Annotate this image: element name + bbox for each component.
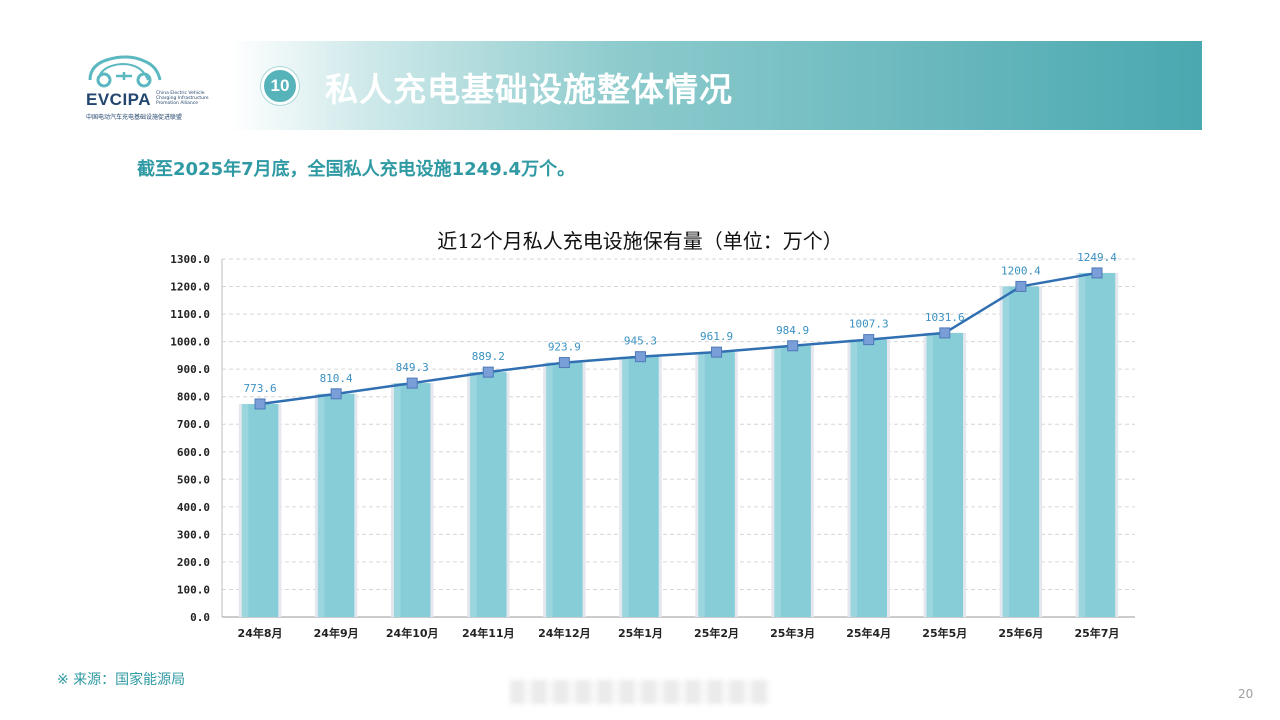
- bar-highlight: [622, 356, 629, 617]
- bar: [1002, 286, 1040, 617]
- data-point: [1015, 280, 1027, 292]
- bar: [850, 339, 887, 617]
- data-point: [1091, 267, 1103, 279]
- x-tick-label: 25年6月: [998, 626, 1043, 640]
- y-tick-label: 400.0: [177, 501, 210, 514]
- data-label: 984.9: [776, 324, 809, 337]
- y-tick-label: 700.0: [177, 418, 210, 431]
- x-tick-label: 25年5月: [922, 626, 967, 640]
- title-banner: [230, 41, 1202, 130]
- y-tick-label: 1300.0: [170, 253, 210, 266]
- data-label: 889.2: [472, 350, 505, 363]
- y-tick-label: 300.0: [177, 528, 210, 541]
- logo-chinese-text: 中国电动汽车充电基础设施促进联盟: [86, 114, 183, 121]
- bar: [470, 372, 507, 617]
- data-point: [406, 377, 418, 389]
- bar-highlight: [774, 345, 781, 617]
- series-line: [259, 271, 1098, 406]
- y-tick-label: 900.0: [177, 363, 210, 376]
- bar-highlight: [926, 332, 934, 617]
- data-point: [254, 398, 266, 410]
- data-label: 849.3: [396, 361, 429, 374]
- bar: [393, 383, 431, 617]
- data-label: 1031.6: [925, 311, 965, 324]
- bar-highlight: [241, 403, 249, 617]
- bar: [1078, 272, 1116, 617]
- bar: [698, 352, 735, 617]
- bar-highlight: [546, 362, 553, 617]
- x-tick-label: 25年3月: [770, 626, 815, 640]
- bar: [622, 356, 659, 617]
- data-point: [634, 351, 646, 363]
- data-point: [939, 327, 951, 339]
- page-number: 20: [1238, 687, 1254, 701]
- bar-highlight: [850, 339, 858, 617]
- bar-highlight: [393, 383, 401, 617]
- logo-english-text: China Electric Vehicle Charging Infrastr…: [156, 91, 209, 107]
- y-tick-label: 0.0: [190, 611, 210, 624]
- bar: [926, 332, 964, 617]
- x-tick-label: 25年4月: [846, 626, 891, 640]
- y-tick-label: 1000.0: [170, 336, 210, 349]
- data-label: 773.6: [243, 382, 276, 395]
- y-tick-label: 200.0: [177, 556, 210, 569]
- bar-highlight: [317, 393, 325, 617]
- data-label: 1007.3: [849, 318, 889, 331]
- bar: [546, 362, 583, 617]
- bar-highlight: [1078, 272, 1086, 617]
- x-tick-label: 24年12月: [538, 626, 591, 640]
- x-tick-label: 25年7月: [1074, 626, 1119, 640]
- y-tick-label: 100.0: [177, 583, 210, 596]
- bar: [241, 403, 279, 617]
- blurred-watermark: [510, 680, 770, 704]
- bar: [774, 345, 811, 617]
- section-number-badge: 10: [261, 67, 299, 105]
- data-point: [787, 340, 799, 352]
- data-point: [330, 388, 342, 400]
- data-label: 1200.4: [1001, 264, 1041, 277]
- y-tick-label: 500.0: [177, 473, 210, 486]
- data-label: 923.9: [548, 341, 581, 354]
- data-point: [482, 366, 494, 378]
- data-point: [558, 357, 570, 369]
- bar: [317, 393, 355, 617]
- source-note: ※ 来源：国家能源局: [57, 672, 186, 688]
- bar-highlight: [470, 372, 477, 617]
- car-logo-icon: [88, 55, 162, 88]
- data-label: 945.3: [624, 335, 657, 348]
- bar-highlight: [1002, 286, 1010, 617]
- data-label: 1249.4: [1077, 251, 1117, 264]
- summary-text: 截至2025年7月底，全国私人充电设施1249.4万个。: [137, 159, 576, 180]
- bar-highlight: [698, 352, 705, 617]
- logo-name: EVCIPA: [86, 90, 152, 109]
- y-tick-label: 1200.0: [170, 281, 210, 294]
- data-label: 961.9: [700, 330, 733, 343]
- data-point: [863, 334, 875, 346]
- chart-title: 近12个月私人充电设施保有量（单位：万个）: [437, 229, 843, 253]
- x-tick-label: 24年9月: [314, 626, 359, 640]
- data-label: 810.4: [320, 372, 353, 385]
- x-tick-label: 25年1月: [618, 626, 663, 640]
- y-tick-label: 800.0: [177, 391, 210, 404]
- x-tick-label: 24年11月: [462, 626, 515, 640]
- y-tick-label: 600.0: [177, 446, 210, 459]
- page-title: 私人充电基础设施整体情况: [325, 70, 733, 109]
- evcipa-logo: EVCIPA China Electric Vehicle Charging I…: [84, 50, 224, 125]
- x-tick-label: 24年10月: [386, 626, 439, 640]
- y-tick-label: 1100.0: [170, 308, 210, 321]
- x-tick-label: 25年2月: [694, 626, 739, 640]
- data-point: [711, 346, 723, 358]
- x-tick-label: 24年8月: [238, 626, 283, 640]
